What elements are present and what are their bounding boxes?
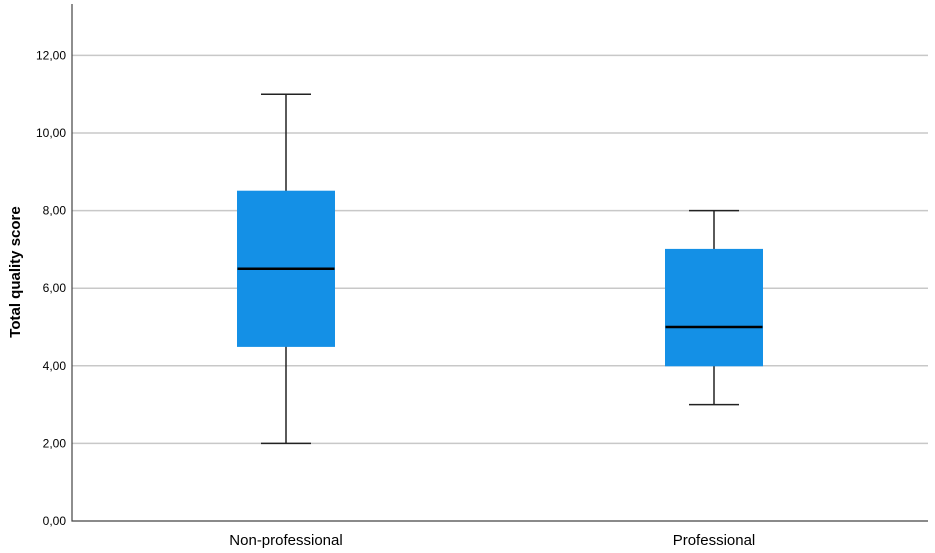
gridlines: [72, 54, 928, 445]
x-category-label: Professional: [673, 532, 756, 549]
plot-frame: [71, 4, 928, 522]
y-tick-label: 2,00: [43, 436, 67, 450]
x-category-labels: Non-professional Professional: [229, 532, 755, 549]
y-tick-label: 8,00: [43, 204, 67, 218]
y-tick-label: 0,00: [43, 514, 67, 528]
y-tick-label: 12,00: [36, 48, 66, 62]
y-tick-label: 10,00: [36, 126, 66, 140]
y-tick-label: 4,00: [43, 359, 67, 373]
y-axis-title: Total quality score: [7, 206, 24, 337]
box-iqr: [665, 248, 763, 367]
y-tick-label: 6,00: [43, 281, 67, 295]
x-category-label: Non-professional: [229, 532, 342, 549]
box-1: [237, 93, 335, 445]
y-tick-labels: 0,00 2,00 4,00 6,00 8,00 10,00 12,00: [36, 48, 66, 528]
box-2: [665, 209, 763, 406]
axes: [71, 4, 928, 522]
boxes: [237, 93, 763, 445]
